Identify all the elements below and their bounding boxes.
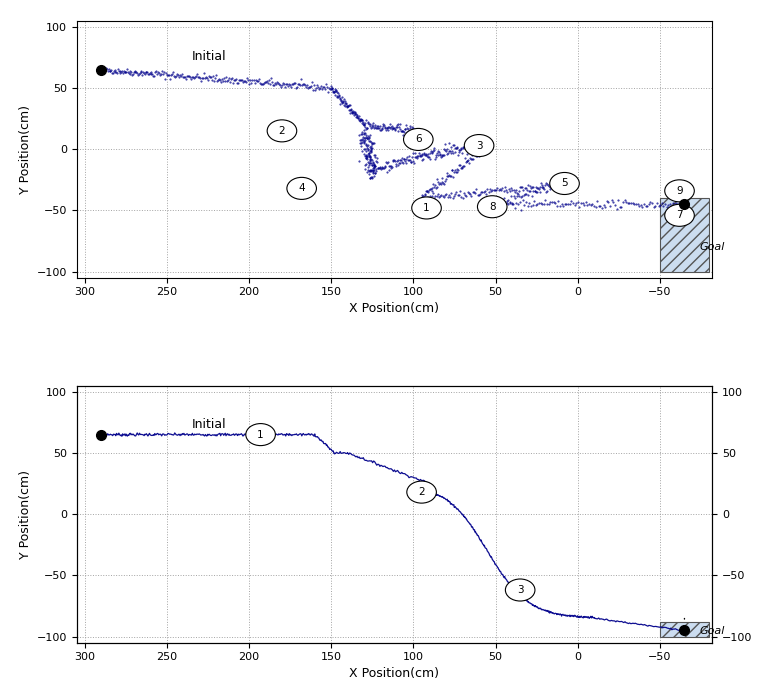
Bar	[660, 198, 709, 272]
Text: Goal: Goal	[699, 242, 725, 252]
Text: 2: 2	[418, 487, 425, 497]
Circle shape	[246, 424, 276, 446]
X-axis label: X Position(cm): X Position(cm)	[349, 667, 440, 679]
Circle shape	[267, 120, 296, 142]
X-axis label: X Position(cm): X Position(cm)	[349, 301, 440, 314]
Circle shape	[665, 180, 694, 202]
Text: 8: 8	[489, 202, 496, 211]
Circle shape	[412, 197, 441, 219]
Circle shape	[464, 135, 494, 157]
Text: Goal: Goal	[699, 626, 725, 636]
Y-axis label: Y Position(cm): Y Position(cm)	[19, 470, 32, 558]
Text: Initial: Initial	[192, 419, 226, 431]
Circle shape	[404, 129, 433, 151]
Text: 3: 3	[517, 585, 523, 595]
Text: 1: 1	[257, 430, 264, 439]
Circle shape	[407, 481, 437, 503]
Y-axis label: Y Position(cm): Y Position(cm)	[19, 105, 32, 193]
Text: Initial: Initial	[192, 50, 226, 63]
Text: 4: 4	[298, 183, 305, 193]
Circle shape	[506, 579, 535, 601]
Circle shape	[287, 178, 316, 200]
Circle shape	[550, 173, 579, 194]
Bar	[660, 622, 709, 636]
Text: 9: 9	[676, 186, 683, 196]
Text: 1: 1	[423, 203, 430, 213]
Text: 2: 2	[279, 126, 285, 136]
Text: 7: 7	[676, 210, 683, 220]
Text: 5: 5	[561, 178, 568, 189]
Text: 6: 6	[415, 135, 421, 144]
Circle shape	[665, 205, 694, 227]
Text: 3: 3	[476, 140, 483, 151]
Circle shape	[477, 196, 507, 218]
